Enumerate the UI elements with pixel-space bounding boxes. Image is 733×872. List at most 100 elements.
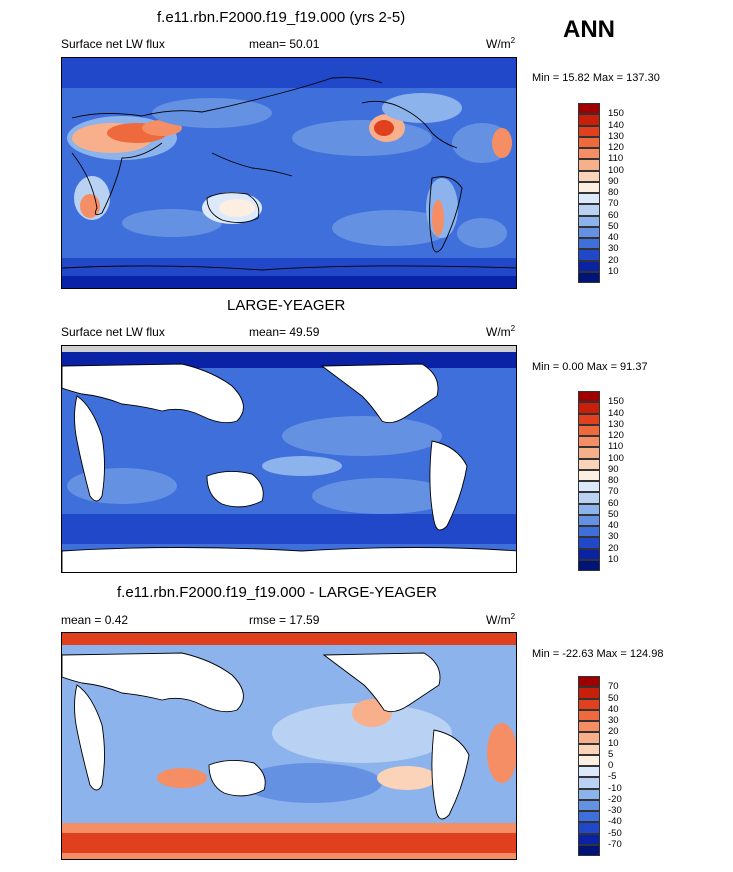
colorbar-label: -5 bbox=[608, 771, 617, 783]
colorbar-swatch bbox=[578, 170, 600, 182]
colorbar-swatch bbox=[578, 811, 600, 823]
colorbar-swatch bbox=[578, 754, 600, 766]
colorbar-label: 140 bbox=[608, 119, 624, 131]
colorbar-swatch bbox=[578, 136, 600, 148]
colorbar-swatch bbox=[578, 204, 600, 216]
panel2-map-svg bbox=[62, 346, 516, 572]
colorbar-swatch bbox=[578, 226, 600, 238]
colorbar-label: -10 bbox=[608, 782, 622, 794]
panel3-mean-label: mean = 0.42 bbox=[61, 613, 129, 627]
panel2-range: Min = 0.00 Max = 91.37 bbox=[532, 361, 648, 373]
colorbar-swatch bbox=[578, 537, 600, 549]
colorbar-swatch bbox=[578, 676, 600, 688]
colorbar-swatch bbox=[578, 777, 600, 789]
colorbar-label: 150 bbox=[608, 396, 624, 408]
colorbar-label: 40 bbox=[608, 520, 619, 531]
panel1-units: W/m2 bbox=[486, 36, 516, 51]
colorbar-swatch bbox=[578, 238, 600, 250]
colorbar-swatch bbox=[578, 413, 600, 425]
colorbar-label: 120 bbox=[608, 430, 624, 441]
colorbar-swatch bbox=[578, 788, 600, 800]
colorbar-label: 100 bbox=[608, 164, 624, 176]
panel3-units: W/m2 bbox=[486, 612, 516, 627]
colorbar-label: 60 bbox=[608, 497, 619, 509]
panel1-colorbar: 150 140 130 120 110 100 90 80 70 60 50 40 30 20 10 bbox=[578, 103, 624, 283]
panel3-title: f.e11.rbn.F2000.f19_f19.000 - LARGE-YEAG… bbox=[117, 584, 437, 601]
colorbar-label: 30 bbox=[608, 715, 619, 726]
panel3-range: Min = -22.63 Max = 124.98 bbox=[532, 648, 664, 660]
colorbar-label: 70 bbox=[608, 486, 619, 498]
colorbar-swatch bbox=[578, 709, 600, 721]
panel1-mean-label: mean= 50.01 bbox=[249, 37, 320, 51]
colorbar-label: 10 bbox=[608, 737, 619, 749]
panel2-variable-label: Surface net LW flux bbox=[61, 325, 165, 339]
colorbar-label: 90 bbox=[608, 463, 619, 475]
panel3-rmse-label: rmse = 17.59 bbox=[249, 613, 320, 627]
panel1-variable-label: Surface net LW flux bbox=[61, 37, 165, 51]
colorbar-swatch bbox=[578, 766, 600, 778]
colorbar-swatch bbox=[578, 159, 600, 171]
colorbar-swatch bbox=[578, 822, 600, 834]
colorbar-label: 20 bbox=[608, 254, 619, 266]
panel1-title: f.e11.rbn.F2000.f19_f19.000 (yrs 2-5) bbox=[157, 9, 406, 26]
colorbar-swatch bbox=[578, 548, 600, 560]
colorbar-swatch bbox=[578, 469, 600, 481]
colorbar-swatch bbox=[578, 799, 600, 811]
colorbar-swatch bbox=[578, 559, 600, 571]
colorbar-swatch bbox=[578, 271, 600, 283]
colorbar-swatch bbox=[578, 436, 600, 448]
colorbar-label: 110 bbox=[608, 153, 624, 165]
colorbar-label: 150 bbox=[608, 108, 624, 120]
colorbar-swatch bbox=[578, 391, 600, 403]
panel3-map bbox=[61, 632, 517, 860]
colorbar-swatch bbox=[578, 103, 600, 115]
panel1-map-svg bbox=[62, 58, 516, 288]
colorbar-swatch bbox=[578, 514, 600, 526]
colorbar-swatch bbox=[578, 249, 600, 261]
colorbar-label: 80 bbox=[608, 187, 619, 198]
colorbar-label: 60 bbox=[608, 209, 619, 221]
colorbar-swatch bbox=[578, 481, 600, 493]
colorbar-swatch bbox=[578, 687, 600, 699]
colorbar-label: 10 bbox=[608, 265, 619, 277]
colorbar-swatch bbox=[578, 114, 600, 126]
colorbar-label: 50 bbox=[608, 220, 619, 232]
colorbar-label: 120 bbox=[608, 142, 624, 153]
colorbar-swatch bbox=[578, 844, 600, 856]
colorbar-label: 70 bbox=[608, 681, 619, 693]
colorbar-label: 110 bbox=[608, 441, 624, 453]
panel2-mean-label: mean= 49.59 bbox=[249, 325, 320, 339]
panel1-map bbox=[61, 57, 517, 289]
colorbar-swatch bbox=[578, 503, 600, 515]
colorbar-label: 40 bbox=[608, 703, 619, 715]
colorbar-swatch bbox=[578, 743, 600, 755]
colorbar-label: 20 bbox=[608, 726, 619, 738]
panel2-title: LARGE-YEAGER bbox=[227, 297, 346, 314]
colorbar-label: 0 bbox=[608, 760, 614, 771]
colorbar-swatch bbox=[578, 492, 600, 504]
colorbar-label: 140 bbox=[608, 407, 624, 419]
colorbar-label: 40 bbox=[608, 232, 619, 243]
colorbar-swatch bbox=[578, 148, 600, 160]
colorbar-label: 130 bbox=[608, 130, 624, 142]
colorbar-label: 30 bbox=[608, 243, 619, 255]
colorbar-swatch bbox=[578, 721, 600, 733]
panel2-units: W/m2 bbox=[486, 324, 516, 339]
colorbar-swatch bbox=[578, 833, 600, 845]
colorbar-swatch bbox=[578, 125, 600, 137]
colorbar-label: 80 bbox=[608, 475, 619, 486]
colorbar-label: 30 bbox=[608, 531, 619, 543]
colorbar-label: -20 bbox=[608, 793, 622, 805]
colorbar-label: 50 bbox=[608, 692, 619, 704]
colorbar-swatch bbox=[578, 181, 600, 193]
colorbar-swatch bbox=[578, 424, 600, 436]
colorbar-label: 130 bbox=[608, 418, 624, 430]
colorbar-swatch bbox=[578, 193, 600, 205]
colorbar-swatch bbox=[578, 260, 600, 272]
season-label: ANN bbox=[563, 16, 615, 43]
colorbar-label: 10 bbox=[608, 553, 619, 565]
panel1-range: Min = 15.82 Max = 137.30 bbox=[532, 72, 660, 84]
colorbar-label: -40 bbox=[608, 816, 622, 828]
panel2-map bbox=[61, 345, 517, 573]
colorbar-label: 70 bbox=[608, 198, 619, 210]
